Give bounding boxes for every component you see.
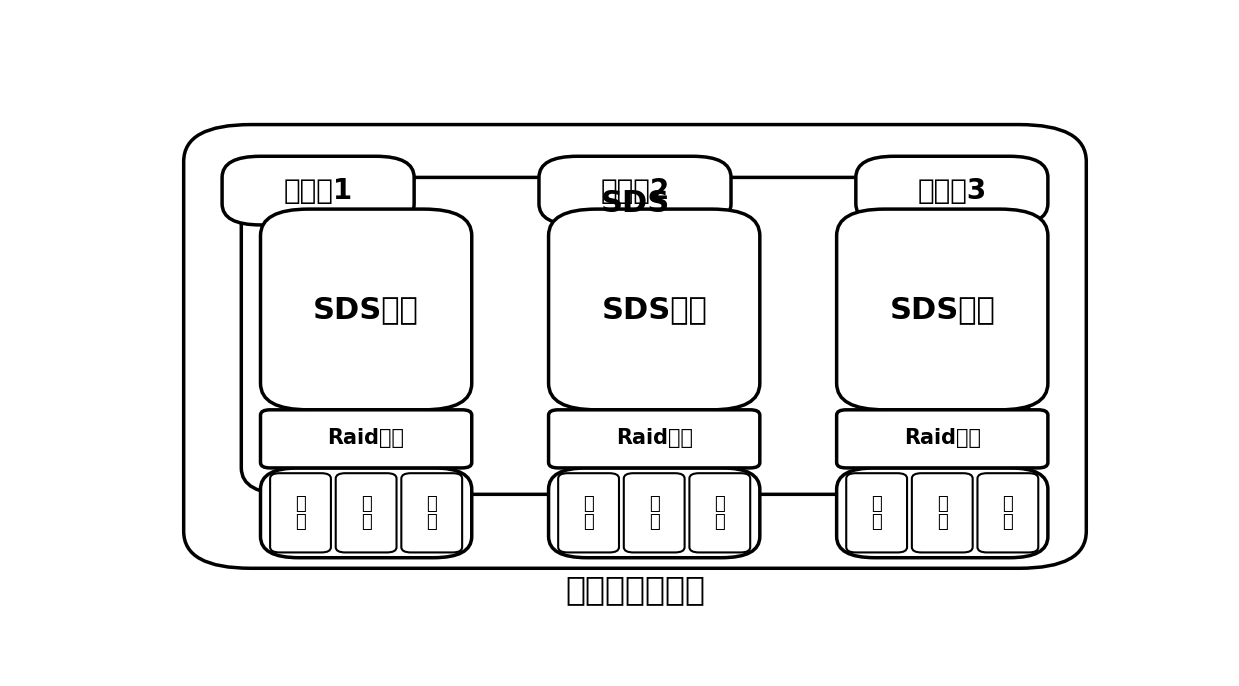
Text: SDS节点: SDS节点	[890, 295, 995, 324]
Text: 磁
盘: 磁 盘	[426, 495, 437, 531]
FancyBboxPatch shape	[623, 473, 685, 552]
Text: 虚拟化操作系统: 虚拟化操作系统	[565, 573, 705, 606]
FancyBboxPatch shape	[689, 473, 751, 552]
FancyBboxPatch shape	[978, 473, 1038, 552]
FancyBboxPatch shape	[401, 473, 462, 552]
Text: 服务器2: 服务器2	[601, 176, 669, 204]
FancyBboxPatch shape	[549, 209, 760, 410]
FancyBboxPatch shape	[260, 209, 472, 410]
FancyBboxPatch shape	[558, 473, 620, 552]
FancyBboxPatch shape	[242, 178, 1028, 495]
Text: 磁
盘: 磁 盘	[871, 495, 882, 531]
Text: SDS节点: SDS节点	[601, 295, 707, 324]
FancyBboxPatch shape	[846, 473, 907, 552]
Text: SDS节点: SDS节点	[313, 295, 419, 324]
FancyBboxPatch shape	[222, 156, 414, 225]
Text: 磁
盘: 磁 盘	[361, 495, 372, 531]
FancyBboxPatch shape	[836, 468, 1048, 558]
FancyBboxPatch shape	[260, 468, 472, 558]
FancyBboxPatch shape	[836, 410, 1048, 468]
Text: Raid直通: Raid直通	[327, 428, 405, 449]
Text: 磁
盘: 磁 盘	[584, 495, 593, 531]
FancyBboxPatch shape	[912, 473, 973, 552]
Text: 服务器1: 服务器1	[284, 176, 353, 204]
FancyBboxPatch shape	[539, 156, 731, 225]
Text: Raid直通: Raid直通	[903, 428, 981, 449]
FancyBboxPatch shape	[856, 156, 1048, 225]
Text: 磁
盘: 磁 盘	[715, 495, 725, 531]
FancyBboxPatch shape	[549, 410, 760, 468]
Text: 磁
盘: 磁 盘	[295, 495, 306, 531]
FancyBboxPatch shape	[183, 125, 1087, 568]
FancyBboxPatch shape	[549, 468, 760, 558]
Text: 服务器3: 服务器3	[917, 176, 986, 204]
FancyBboxPatch shape	[260, 410, 472, 468]
FancyBboxPatch shape	[336, 473, 396, 552]
FancyBboxPatch shape	[836, 209, 1048, 410]
FancyBboxPatch shape	[270, 473, 331, 552]
Text: 磁
盘: 磁 盘	[937, 495, 948, 531]
Text: 磁
盘: 磁 盘	[649, 495, 659, 531]
Text: SDS: SDS	[601, 189, 669, 218]
Text: Raid直通: Raid直通	[616, 428, 693, 449]
Text: 磁
盘: 磁 盘	[1002, 495, 1014, 531]
